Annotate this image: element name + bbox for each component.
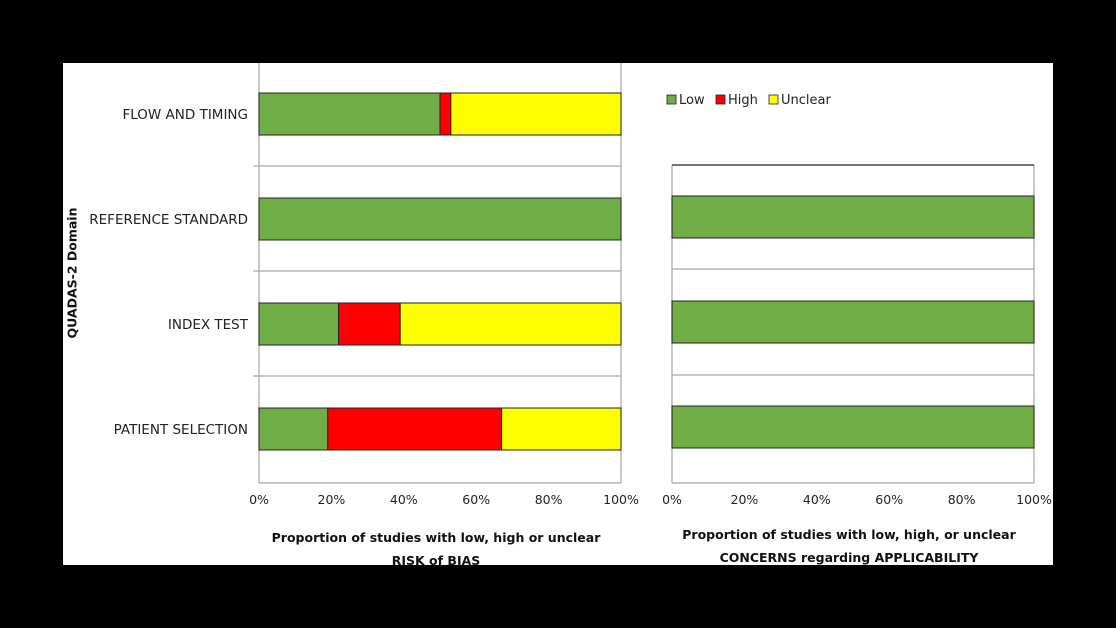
bar-segment-low <box>258 302 340 346</box>
bar-segment-unclear <box>399 302 622 346</box>
bar-segment-unclear <box>450 92 622 136</box>
x-tick-label: 40% <box>803 492 831 507</box>
legend-swatch-high <box>715 94 726 105</box>
bar-segment-low <box>671 405 1035 449</box>
x-tick-label: 0% <box>662 492 682 507</box>
category-label: PATIENT SELECTION <box>114 422 248 438</box>
legend-label-low: Low <box>679 93 705 108</box>
category-label: REFERENCE STANDARD <box>89 212 248 228</box>
bar-segment-low <box>671 300 1035 344</box>
x-tick-label: 40% <box>390 492 418 507</box>
bar-segment-high <box>338 302 401 346</box>
x-tick-label: 100% <box>1016 492 1052 507</box>
y-axis-label: QUADAS-2 Domain <box>65 208 80 339</box>
risk-of-bias-figure: FLOW AND TIMING REFERENCE STANDARD INDEX T… <box>65 63 1052 565</box>
legend-swatch-low <box>666 94 677 105</box>
x-axis-label: Proportion of studies with low, high, or… <box>682 527 1016 542</box>
bar-segment-high <box>327 407 503 451</box>
x-tick-label: 80% <box>948 492 976 507</box>
bar-segment-low <box>671 195 1035 239</box>
bar-segment-low <box>258 92 441 136</box>
bar-segment-unclear <box>501 407 622 451</box>
legend-swatch-unclear <box>768 94 779 105</box>
figure-panel: FLOW AND TIMING REFERENCE STANDARD INDEX T… <box>63 63 1053 565</box>
x-tick-label: 60% <box>462 492 490 507</box>
x-axis-label: RISK of BIAS <box>392 553 481 565</box>
category-label: INDEX TEST <box>168 317 249 333</box>
x-tick-label: 20% <box>731 492 759 507</box>
bar-segment-low <box>258 407 329 451</box>
x-tick-label: 100% <box>603 492 639 507</box>
bar-segment-high <box>439 92 452 136</box>
x-tick-label: 60% <box>875 492 903 507</box>
legend-label-unclear: Unclear <box>781 93 831 108</box>
x-tick-label: 0% <box>249 492 269 507</box>
bar-segment-low <box>258 197 622 241</box>
x-tick-label: 80% <box>535 492 563 507</box>
x-axis-label: CONCERNS regarding APPLICABILITY <box>720 550 980 565</box>
category-label: FLOW AND TIMING <box>122 107 248 123</box>
x-tick-label: 20% <box>318 492 346 507</box>
legend-label-high: High <box>728 93 758 108</box>
x-axis-label: Proportion of studies with low, high or … <box>272 530 602 545</box>
